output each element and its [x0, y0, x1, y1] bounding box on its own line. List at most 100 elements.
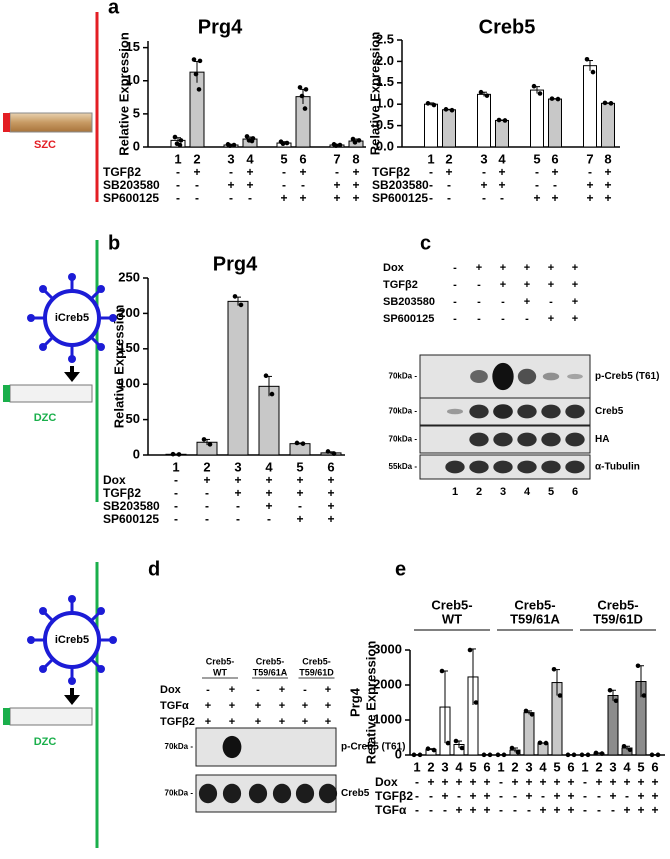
- condition-sign: +: [229, 684, 235, 696]
- treatment-sign: +: [480, 178, 487, 192]
- x-tick-label: 2: [511, 759, 518, 774]
- condition-sign: +: [476, 262, 482, 274]
- x-tick-label: 3: [609, 759, 616, 774]
- treatment-sign: +: [483, 803, 490, 817]
- x-tick-label: 1: [174, 151, 181, 166]
- band: [272, 783, 292, 804]
- condition-name: Dox: [160, 684, 182, 696]
- tissue-box: [9, 384, 93, 403]
- bar: [495, 119, 509, 148]
- treatment-sign: -: [236, 499, 240, 513]
- condition-name: TGFβ2: [160, 716, 195, 728]
- treatment-sign: +: [427, 775, 434, 789]
- condition-name: SB203580: [383, 296, 435, 308]
- x-tick-label: 3: [480, 151, 487, 166]
- treatment-sign: +: [469, 803, 476, 817]
- data-point: [337, 142, 343, 148]
- group-label: WT: [213, 667, 227, 677]
- treatment-sign: -: [535, 178, 539, 192]
- condition-sign: +: [302, 700, 308, 712]
- band: [248, 783, 268, 804]
- data-point: [443, 107, 449, 112]
- data-point: [425, 746, 431, 751]
- band: [469, 460, 489, 474]
- treatment-sign: +: [623, 803, 630, 817]
- treatment-name: Dox: [375, 775, 398, 789]
- virus-knob: [96, 607, 105, 616]
- condition-sign: +: [500, 262, 506, 274]
- treatment-sign: +: [551, 165, 558, 179]
- band: [446, 408, 464, 415]
- treatment-sign: -: [176, 165, 180, 179]
- condition-sign: -: [453, 313, 457, 325]
- condition-sign: +: [548, 279, 554, 291]
- treatment-sign: -: [248, 191, 252, 205]
- treatment-sign: -: [176, 178, 180, 192]
- y-tick-label: 200: [118, 305, 140, 320]
- data-point: [551, 666, 557, 672]
- y-tick-label: 2000: [373, 676, 402, 691]
- data-point: [459, 745, 465, 751]
- virus-knob: [39, 342, 48, 351]
- virus-knob: [109, 314, 117, 322]
- treatment-sign: -: [195, 191, 199, 205]
- treatment-sign: -: [597, 803, 601, 817]
- x-tick-label: 5: [553, 759, 560, 774]
- band: [493, 460, 513, 474]
- treatment-sign: +: [246, 178, 253, 192]
- data-point: [197, 58, 203, 64]
- y-tick-label: 0.0: [376, 138, 394, 153]
- condition-sign: -: [477, 279, 481, 291]
- virus-knob: [39, 285, 48, 294]
- treatment-sign: +: [586, 178, 593, 192]
- treatment-name: TGFβ2: [375, 789, 413, 803]
- lane-number: 4: [524, 486, 531, 498]
- condition-sign: +: [572, 313, 578, 325]
- treatment-sign: -: [588, 165, 592, 179]
- y-tick-label: 1.0: [376, 96, 394, 111]
- treatment-sign: -: [625, 789, 629, 803]
- x-tick-label: 5: [296, 459, 303, 474]
- x-tick-label: 1: [581, 759, 588, 774]
- group-label: Creb5-: [256, 656, 285, 666]
- x-tick-label: 1: [172, 459, 179, 474]
- treatment-sign: -: [513, 789, 517, 803]
- data-point: [227, 143, 233, 148]
- x-tick-label: 5: [469, 759, 476, 774]
- x-tick-label: 2: [427, 759, 434, 774]
- treatment-sign: -: [298, 499, 302, 513]
- band: [565, 460, 585, 474]
- data-point: [635, 663, 641, 669]
- blot: [195, 727, 337, 767]
- data-point: [431, 102, 437, 108]
- data-point: [453, 738, 459, 744]
- treatment-sign: +: [651, 789, 658, 803]
- data-point: [608, 101, 614, 106]
- data-point: [411, 752, 417, 758]
- x-tick-label: 7: [586, 151, 593, 166]
- x-tick-label: 4: [246, 151, 254, 166]
- treatment-sign: +: [265, 499, 272, 513]
- data-point: [590, 69, 596, 75]
- blot-label: α-Tubulin: [595, 462, 640, 473]
- treatment-sign: +: [352, 165, 359, 179]
- treatment-sign: +: [498, 165, 505, 179]
- virus-knob: [68, 355, 76, 363]
- data-point: [425, 101, 431, 106]
- data-point: [201, 437, 207, 442]
- lane-number: 1: [452, 486, 458, 498]
- treatment-sign: +: [333, 191, 340, 205]
- x-tick-label: 5: [637, 759, 644, 774]
- virus-knob: [68, 273, 76, 281]
- condition-sign: +: [279, 700, 285, 712]
- data-point: [484, 93, 490, 98]
- treatment-sign: +: [609, 789, 616, 803]
- treatment-name: SP600125: [103, 191, 159, 205]
- treatment-sign: +: [483, 789, 490, 803]
- treatment-sign: +: [327, 499, 334, 513]
- condition-sign: +: [524, 296, 530, 308]
- data-point: [481, 752, 487, 758]
- treatment-sign: +: [604, 178, 611, 192]
- band: [493, 432, 513, 447]
- data-point: [584, 56, 590, 62]
